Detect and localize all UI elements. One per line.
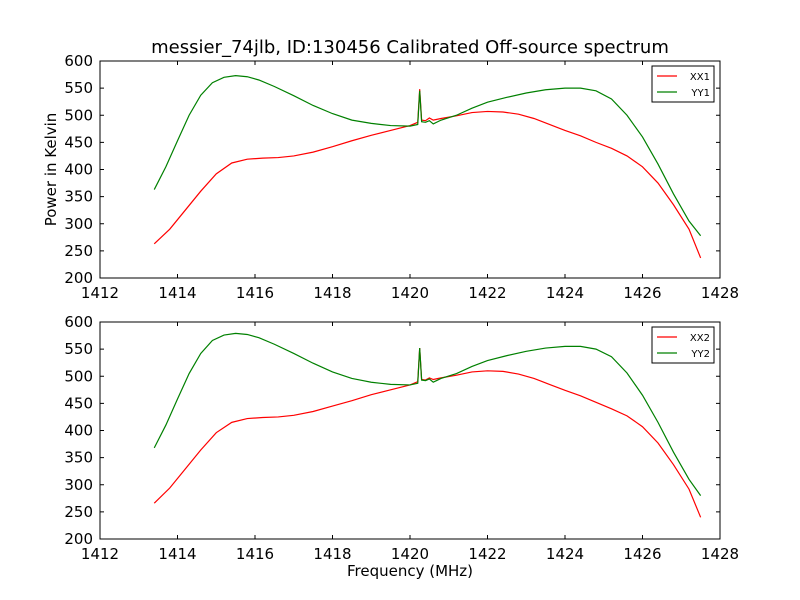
series-line-yy2	[153, 332, 702, 496]
bottom-panel: 1412 1414 1416 1418 1420 1422 1424 1426 1428 200 2…	[64, 313, 739, 580]
axes-frame	[99, 321, 721, 540]
x-tick-label: 1412	[81, 284, 119, 302]
y-tick-label: 600	[64, 313, 93, 331]
y-tick-label: 350	[64, 449, 93, 467]
y-tick-label: 400	[64, 161, 93, 179]
x-tick-label: 1424	[546, 284, 584, 302]
y-tick-label: 250	[64, 242, 93, 260]
x-tick-label: 1416	[236, 284, 274, 302]
y-tick-label: 500	[64, 106, 93, 124]
y-tick-label: 200	[64, 269, 93, 287]
axes-frame	[99, 60, 721, 279]
y-tick-label: 250	[64, 503, 93, 521]
x-tick-label: 1424	[546, 545, 584, 563]
x-tick-label: 1416	[236, 545, 274, 563]
y-tick-label: 200	[64, 530, 93, 548]
x-tick-label: 1412	[81, 545, 119, 563]
series-line-xx2	[153, 348, 702, 518]
legend-label-yy2: YY2	[690, 349, 710, 360]
y-tick-label: 300	[64, 215, 93, 233]
x-tick-label: 1418	[313, 284, 351, 302]
y-tick-label: 300	[64, 476, 93, 494]
legend-label-yy1: YY1	[690, 88, 710, 99]
x-tick-label: 1418	[313, 545, 351, 563]
legend-label-xx1: XX1	[690, 72, 710, 83]
x-tick-label: 1414	[158, 545, 196, 563]
x-tick-label: 1420	[391, 545, 429, 563]
series-line-xx1	[153, 89, 702, 259]
x-tick-label: 1428	[701, 545, 739, 563]
x-tick-label: 1426	[623, 284, 661, 302]
y-tick-label: 400	[64, 422, 93, 440]
x-tick-label: 1426	[623, 545, 661, 563]
x-tick-label: 1422	[468, 545, 506, 563]
y-tick-label: 450	[64, 133, 93, 151]
legend-box	[651, 65, 715, 103]
x-axis-label: Frequency (MHz)	[347, 562, 473, 580]
x-tick-label: 1414	[158, 284, 196, 302]
y-tick-label: 550	[64, 340, 93, 358]
legend-label-xx2: XX2	[690, 333, 710, 344]
series-line-yy1	[153, 75, 702, 237]
y-tick-label: 600	[64, 52, 93, 70]
y-tick-label: 450	[64, 394, 93, 412]
x-tick-label: 1422	[468, 284, 506, 302]
x-tick-label: 1420	[391, 284, 429, 302]
y-tick-label: 550	[64, 79, 93, 97]
y-tick-label: 500	[64, 367, 93, 385]
top-panel: 1412 1414 1416 1418 1420 1422 1424 1426 1428 200 2…	[42, 52, 739, 302]
chart-title: messier_74jlb, ID:130456 Calibrated Off-…	[151, 37, 669, 58]
y-tick-label: 350	[64, 188, 93, 206]
legend-box	[651, 326, 715, 364]
x-tick-label: 1428	[701, 284, 739, 302]
y-axis-label: Power in Kelvin	[42, 113, 60, 227]
